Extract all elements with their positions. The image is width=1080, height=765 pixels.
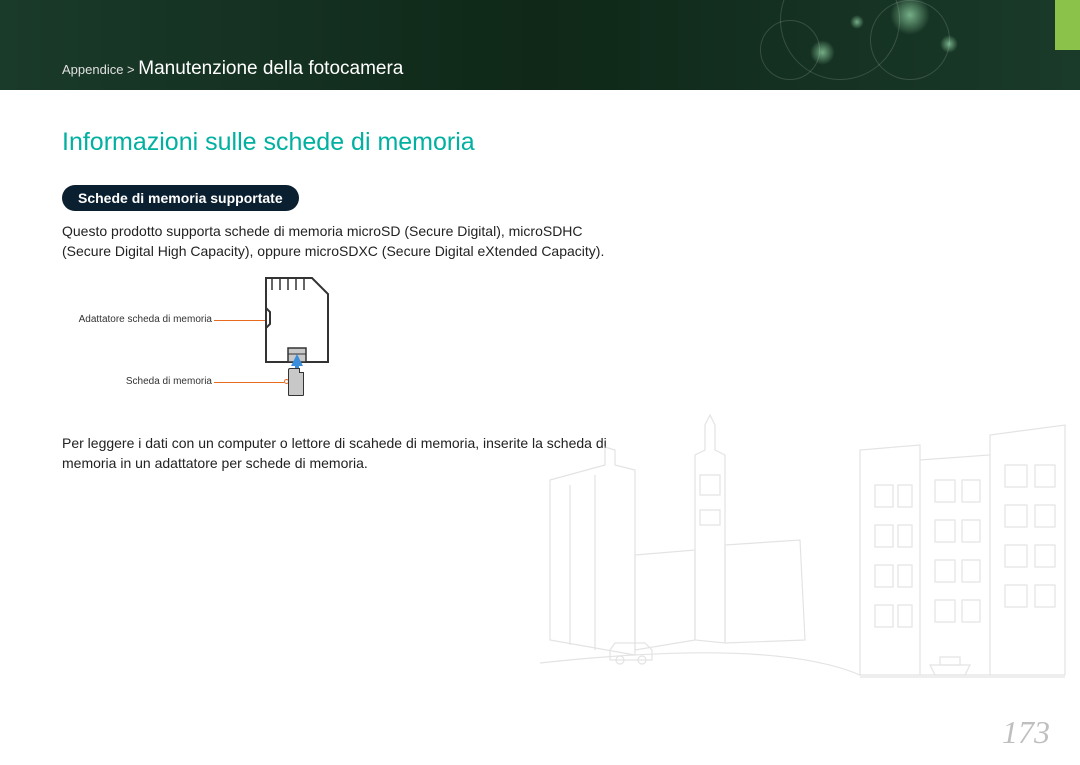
paragraph-1: Questo prodotto supporta schede di memor…: [62, 221, 622, 262]
sd-card-diagram: Adattatore scheda di memoria Scheda di m…: [62, 276, 382, 421]
background-illustration: [540, 395, 1070, 705]
lead-line-card: [214, 382, 284, 383]
subsection-pill: Schede di memoria supportate: [62, 185, 299, 211]
header-banner: Appendice > Manutenzione della fotocamer…: [0, 0, 1080, 90]
diagram-label-card: Scheda di memoria: [117, 376, 212, 387]
paragraph-2: Per leggere i dati con un computer o let…: [62, 433, 622, 474]
micro-sd-icon: [288, 368, 304, 396]
page-number: 173: [1002, 714, 1050, 751]
breadcrumb: Appendice > Manutenzione della fotocamer…: [62, 58, 403, 80]
breadcrumb-prefix: Appendice >: [62, 62, 138, 77]
accent-tab: [1055, 0, 1080, 50]
diagram-label-adapter: Adattatore scheda di memoria: [62, 314, 212, 325]
breadcrumb-main: Manutenzione della fotocamera: [138, 58, 403, 79]
section-title: Informazioni sulle schede di memoria: [62, 128, 1018, 157]
insert-arrow-icon: [291, 354, 303, 366]
banner-decoration: [740, 0, 1020, 90]
sd-adapter-icon: [262, 276, 332, 366]
